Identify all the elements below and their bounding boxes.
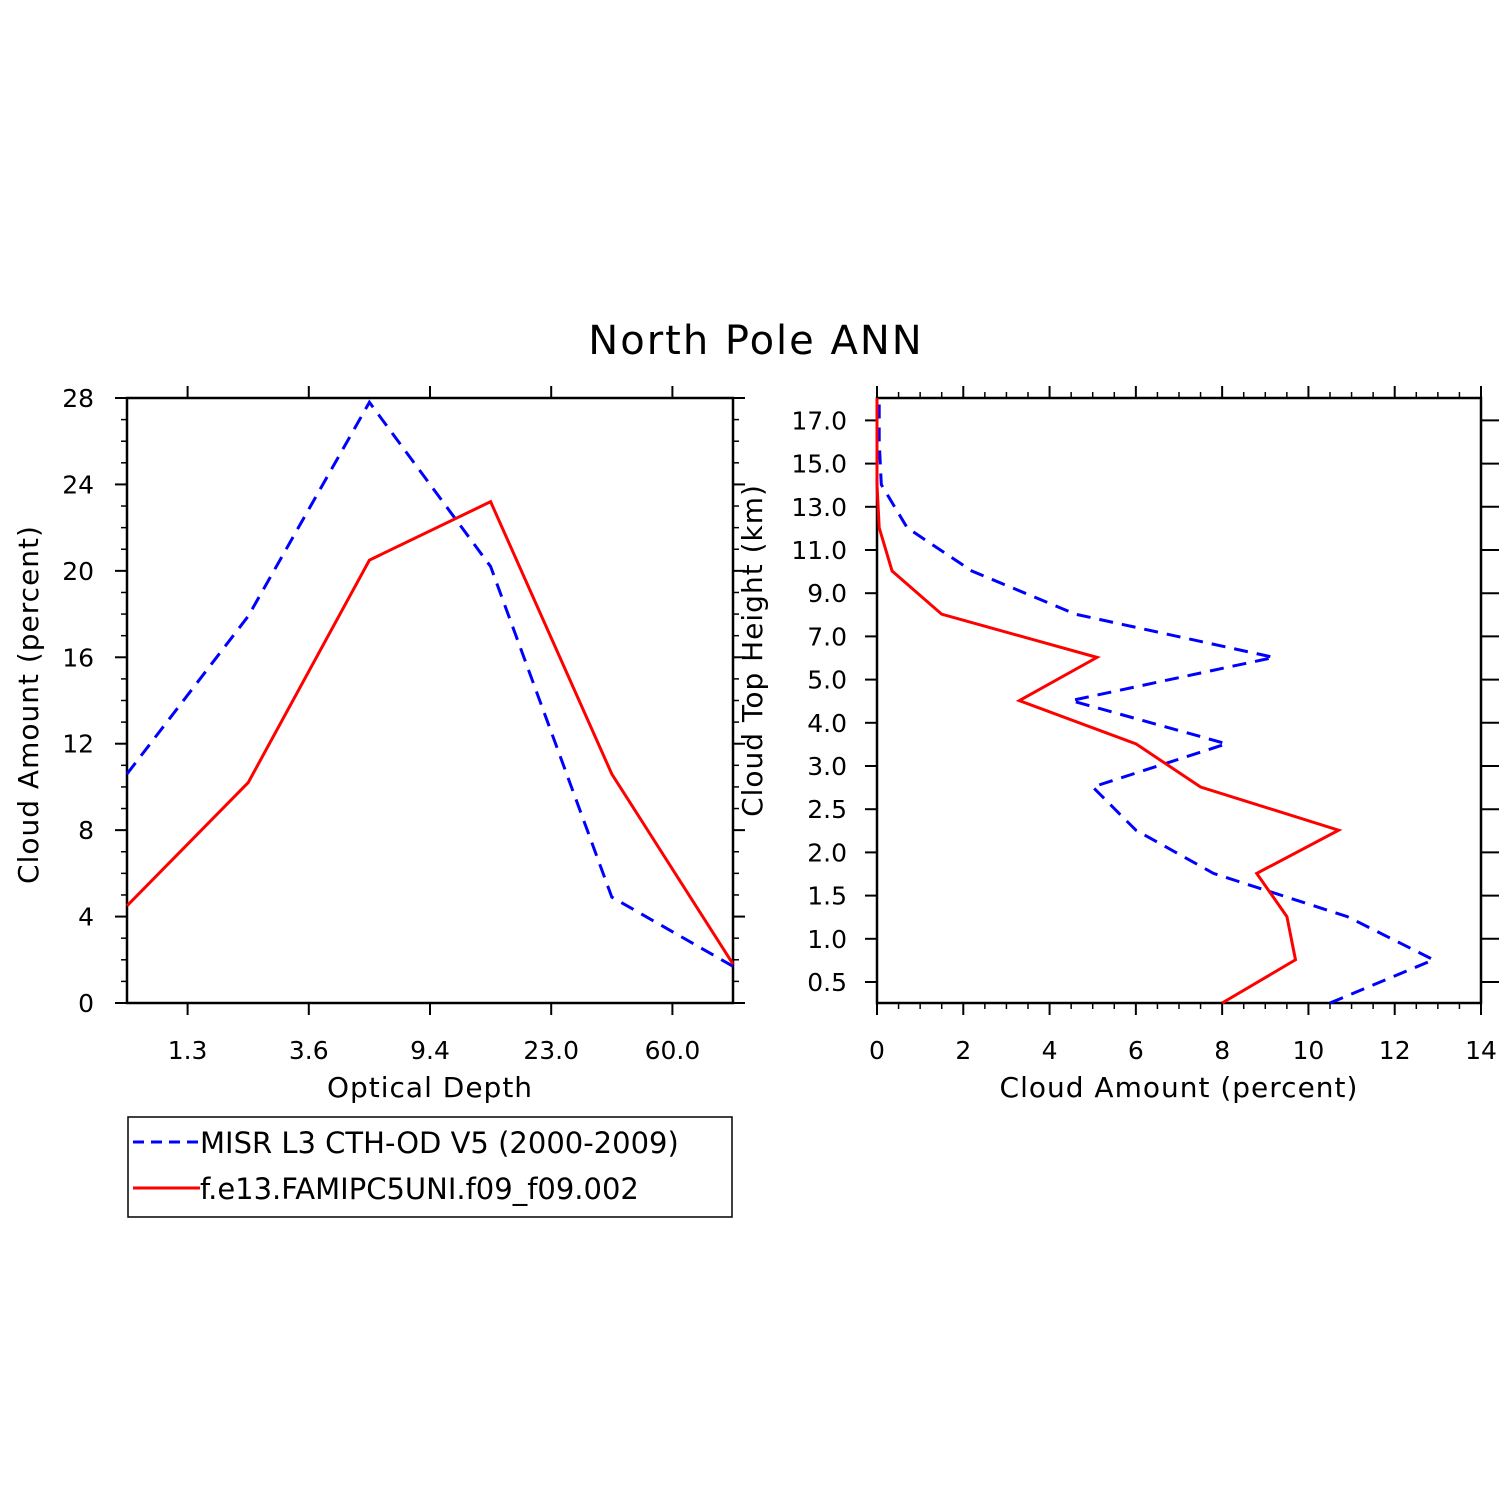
left-series-model — [125, 499, 735, 965]
right-y-axis-label: Cloud Top Height (km) — [736, 484, 769, 817]
right-ticks: 0 2 4 6 8 10 12 14 0.5 1.0 1.5 2.0 2.5 3.0 4.0 5.0 7.0 9.… — [791, 386, 1499, 1065]
right-y-tick-label: 1.5 — [807, 882, 847, 911]
right-y-tick-label: 2.0 — [807, 838, 847, 867]
left-y-tick-label: 0 — [78, 989, 94, 1018]
right-y-tick-label: 4.0 — [807, 709, 847, 738]
right-x-tick-label: 4 — [1042, 1036, 1058, 1065]
right-y-tick-label: 0.5 — [807, 968, 847, 997]
left-chart-optical-depth: 0 4 8 12 16 20 24 28 1.3 3.6 9.4 23.0 60.0 Optical D… — [12, 384, 745, 1104]
right-x-tick-label: 10 — [1293, 1036, 1325, 1065]
left-ticks: 0 4 8 12 16 20 24 28 1.3 3.6 9.4 23.0 60.0 — [62, 384, 745, 1065]
left-x-tick-label: 60.0 — [645, 1036, 701, 1065]
right-chart-cloud-top-height: 0 2 4 6 8 10 12 14 0.5 1.0 1.5 2.0 2.5 3.0 4.0 5.0 7.0 9.… — [736, 386, 1499, 1104]
left-y-tick-label: 12 — [62, 730, 94, 759]
right-x-tick-label: 8 — [1214, 1036, 1230, 1065]
right-x-tick-label: 2 — [955, 1036, 971, 1065]
right-y-tick-label: 9.0 — [807, 579, 847, 608]
right-series — [875, 397, 1438, 1005]
right-x-tick-label: 6 — [1128, 1036, 1144, 1065]
legend-label-misr: MISR L3 CTH-OD V5 (2000-2009) — [200, 1126, 679, 1160]
right-x-tick-label: 0 — [869, 1036, 885, 1065]
right-x-tick-label: 14 — [1465, 1036, 1497, 1065]
left-y-tick-label: 8 — [78, 816, 94, 845]
right-x-axis-label: Cloud Amount (percent) — [1000, 1071, 1359, 1104]
left-y-tick-label: 28 — [62, 384, 94, 413]
legend-label-model: f.e13.FAMIPC5UNI.f09_f09.002 — [200, 1172, 639, 1206]
left-series — [125, 399, 735, 968]
right-series-misr — [877, 398, 1438, 1005]
left-y-tick-label: 24 — [62, 470, 94, 499]
right-y-tick-label: 17.0 — [791, 406, 847, 435]
left-y-tick-label: 4 — [78, 903, 94, 932]
left-x-axis-label: Optical Depth — [327, 1071, 533, 1104]
left-plot-frame — [125, 396, 735, 1005]
left-y-tick-label: 16 — [62, 643, 94, 672]
right-y-tick-label: 15.0 — [791, 450, 847, 479]
right-y-tick-label: 5.0 — [807, 666, 847, 695]
legend-box — [127, 1116, 733, 1218]
right-y-tick-label: 11.0 — [791, 536, 847, 565]
right-y-tick-label: 13.0 — [791, 493, 847, 522]
right-y-tick-label: 2.5 — [807, 795, 847, 824]
right-y-tick-label: 7.0 — [807, 622, 847, 651]
left-x-tick-label: 9.4 — [410, 1036, 450, 1065]
right-plot-frame — [875, 396, 1483, 1005]
right-series-model — [875, 398, 1343, 1005]
legend: MISR L3 CTH-OD V5 (2000-2009) f.e13.FAMI… — [127, 1116, 733, 1218]
figure-title: North Pole ANN — [588, 318, 923, 364]
left-y-axis-label: Cloud Amount (percent) — [12, 525, 45, 884]
left-series-misr — [125, 399, 734, 968]
left-x-tick-label: 3.6 — [289, 1036, 329, 1065]
right-y-tick-label: 1.0 — [807, 925, 847, 954]
left-y-tick-label: 20 — [62, 557, 94, 586]
right-x-tick-label: 12 — [1379, 1036, 1411, 1065]
left-x-tick-label: 23.0 — [523, 1036, 579, 1065]
left-x-tick-label: 1.3 — [168, 1036, 208, 1065]
right-y-tick-label: 3.0 — [807, 752, 847, 781]
